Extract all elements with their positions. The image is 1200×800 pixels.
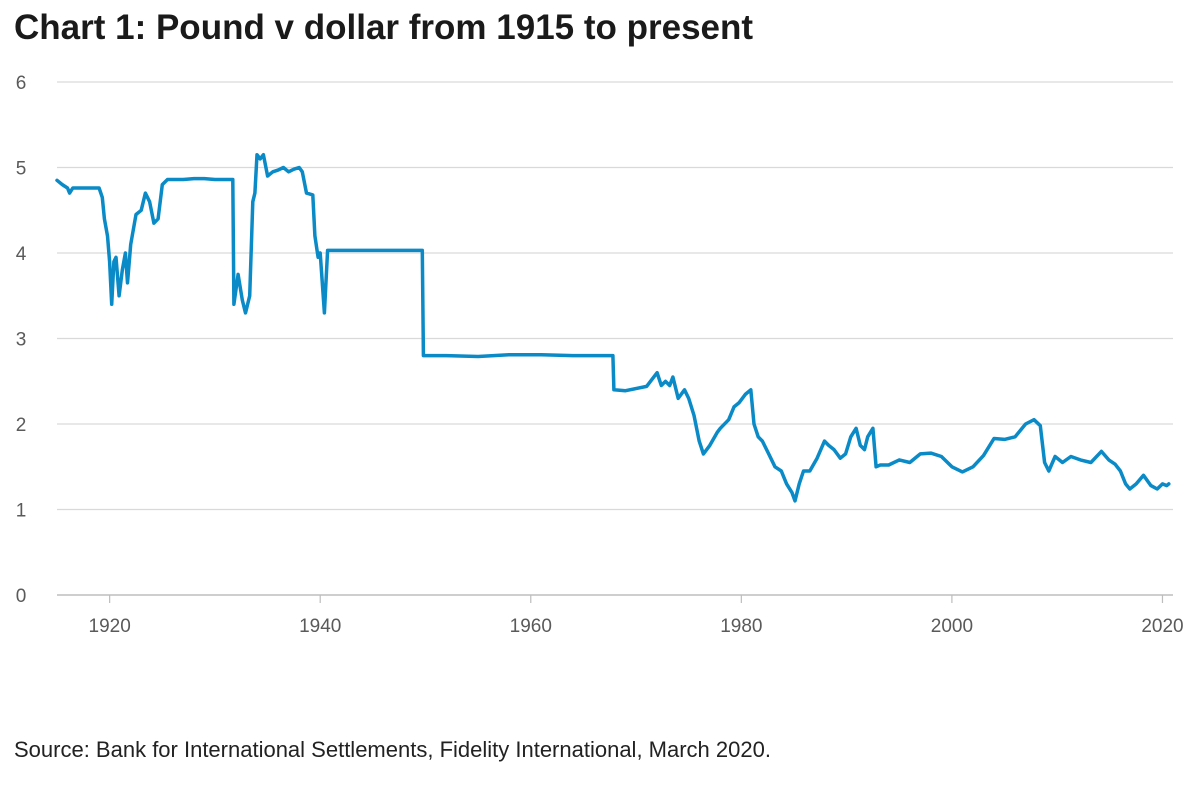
x-tick-label-1960: 1960 <box>510 616 552 637</box>
chart-title: Chart 1: Pound v dollar from 1915 to pre… <box>14 8 754 47</box>
x-tick-label-2020: 2020 <box>1141 616 1183 637</box>
y-axis-tick-labels: 0 1 2 3 4 5 6 <box>16 73 27 607</box>
x-tick-label-2000: 2000 <box>931 616 973 637</box>
series-layer <box>55 152 1171 503</box>
gridlines <box>57 81 1173 596</box>
x-tick-label-1980: 1980 <box>720 616 762 637</box>
y-tick-label-6: 6 <box>16 73 27 94</box>
y-tick-label-1: 1 <box>16 501 27 522</box>
y-tick-label-0: 0 <box>16 586 27 607</box>
x-axis-tick-labels: 1920 1940 1960 1980 2000 2020 <box>89 595 1184 637</box>
source-note: Source: Bank for International Settlemen… <box>14 737 771 762</box>
y-tick-label-4: 4 <box>16 244 27 265</box>
x-tick-label-1920: 1920 <box>89 616 131 637</box>
y-tick-label-2: 2 <box>16 415 27 436</box>
y-tick-label-3: 3 <box>16 330 27 351</box>
x-tick-label-1940: 1940 <box>299 616 341 637</box>
y-tick-label-5: 5 <box>16 159 27 180</box>
series-line-0 <box>55 152 1171 503</box>
